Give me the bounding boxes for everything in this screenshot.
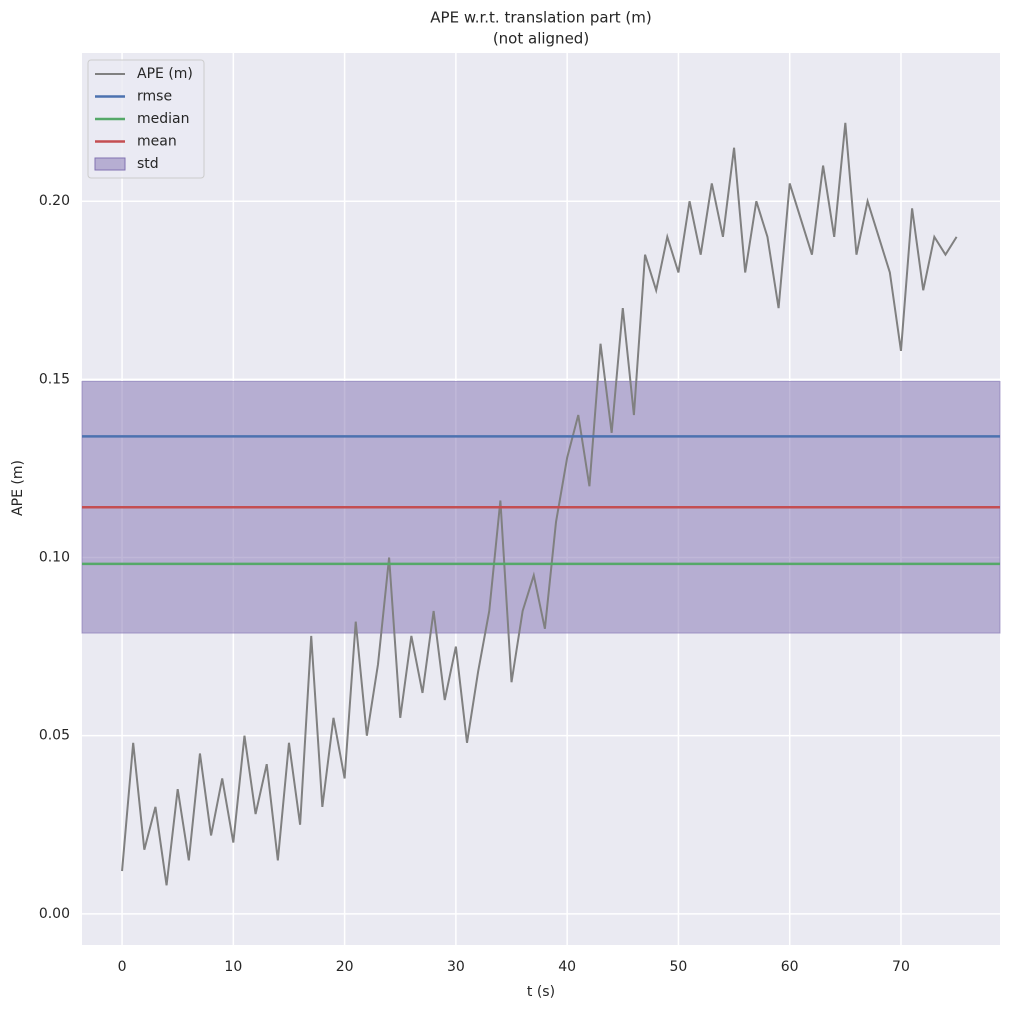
x-tick-label: 0 [118,959,127,975]
legend-label: mean [137,134,177,150]
x-tick-label: 20 [336,959,354,975]
legend-swatch [94,157,126,171]
legend-box [87,59,205,179]
legend: APE (m) rmse median mean std [87,59,205,179]
legend-label: rmse [137,89,172,105]
y-axis-label: APE (m) [10,460,26,516]
chart-title: APE w.r.t. translation part (m) [430,9,651,27]
x-tick-label: 10 [224,959,242,975]
y-tick-label: 0.20 [39,193,70,209]
y-tick-label: 0.00 [39,906,70,922]
y-tick-label: 0.05 [39,728,70,744]
chart-subtitle: (not aligned) [493,30,589,48]
y-tick-label: 0.10 [39,550,70,566]
x-tick-label: 70 [892,959,910,975]
legend-label: APE (m) [137,66,193,82]
legend-label: median [137,111,189,127]
x-tick-label: 50 [670,959,688,975]
x-tick-label: 60 [781,959,799,975]
legend-label: std [137,156,159,172]
y-tick-label: 0.15 [39,371,70,387]
x-tick-label: 30 [447,959,465,975]
ape-line [121,122,958,886]
x-tick-label: 40 [558,959,576,975]
x-axis-label: t (s) [527,984,555,1000]
